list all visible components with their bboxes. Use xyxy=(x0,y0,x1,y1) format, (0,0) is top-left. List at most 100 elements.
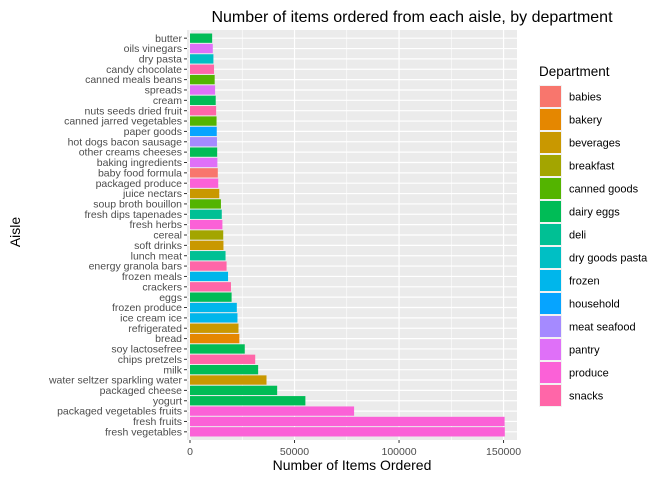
legend-label: meat seafood xyxy=(569,322,636,334)
bar-bread xyxy=(190,333,240,344)
bar-frozen-produce xyxy=(190,302,237,313)
legend-label: snacks xyxy=(569,391,604,403)
bar-soup-broth-bouillon xyxy=(190,199,221,209)
legend: Department babies bakery beverages breakfas… xyxy=(539,64,648,407)
bar-water-seltzer-sparkling-water xyxy=(190,375,267,385)
y-tick-label: nuts seeds dried fruit xyxy=(85,105,183,117)
y-tick-label: soup broth bouillon xyxy=(93,199,182,211)
y-tick-label: baking ingredients xyxy=(97,157,182,169)
y-tick-label: milk xyxy=(163,364,182,376)
legend-key-household xyxy=(540,293,561,314)
bar-candy-chocolate xyxy=(190,64,215,74)
legend-label: dry goods pasta xyxy=(569,253,648,265)
legend-key-meat-seafood xyxy=(540,316,561,337)
y-axis-title: Aisle xyxy=(7,217,23,248)
bar-crackers xyxy=(190,282,231,292)
legend-label: beverages xyxy=(569,138,621,150)
y-tick-label: canned jarred vegetables xyxy=(64,116,182,128)
bar-energy-granola-bars xyxy=(190,261,227,271)
y-tick-label: candy chocolate xyxy=(106,64,182,76)
y-tick-label: fresh dips tapenades xyxy=(85,209,182,221)
x-tick-label: 0 xyxy=(187,446,193,458)
bar-baby-food-formula xyxy=(190,168,218,178)
bar-canned-jarred-vegetables xyxy=(190,116,217,126)
y-tick-label: paper goods xyxy=(124,126,182,138)
legend-key-deli xyxy=(540,224,561,245)
bar-fresh-dips-tapenades xyxy=(190,209,222,219)
y-tick-label: oils vinegars xyxy=(124,43,182,55)
bar-packaged-cheese xyxy=(190,385,278,396)
legend-key-produce xyxy=(540,362,561,383)
legend-label: dairy eggs xyxy=(569,207,620,219)
y-tick-label: hot dogs bacon sausage xyxy=(68,136,183,148)
bar-fresh-herbs xyxy=(190,219,223,230)
y-tick-label: fresh fruits xyxy=(133,416,182,428)
y-tick-label: other creams cheeses xyxy=(79,147,182,159)
y-tick-label: canned meals beans xyxy=(85,74,182,86)
bar-paper-goods xyxy=(190,126,217,137)
legend-key-breakfast xyxy=(540,155,561,176)
bar-packaged-vegetables-fruits xyxy=(190,406,355,416)
legend-label: pantry xyxy=(569,345,600,357)
x-tick-label: 100000 xyxy=(382,446,417,458)
legend-label: deli xyxy=(569,230,586,242)
legend-key-pantry xyxy=(540,339,561,360)
bar-juice-nectars xyxy=(190,188,220,199)
y-tick-label: butter xyxy=(155,33,182,45)
y-tick-label: packaged produce xyxy=(96,178,183,190)
bar-baking-ingredients xyxy=(190,157,218,168)
legend-label: frozen xyxy=(569,276,600,288)
bar-frozen-meals xyxy=(190,271,229,282)
legend-key-canned-goods xyxy=(540,178,561,199)
y-tick-label: packaged vegetables fruits xyxy=(57,406,182,418)
bar-ice-cream-ice xyxy=(190,313,238,323)
y-tick-label: frozen meals xyxy=(122,271,182,283)
y-tick-label: lunch meat xyxy=(131,250,182,262)
legend-key-frozen xyxy=(540,270,561,291)
grid-lines xyxy=(187,30,517,440)
legend-key-dry-goods-pasta xyxy=(540,247,561,268)
bar-dry-pasta xyxy=(190,54,214,64)
legend-key-bakery xyxy=(540,109,561,130)
x-axis-ticks: 0 50000 100000 150000 xyxy=(187,440,521,458)
bars xyxy=(190,33,505,437)
bar-fresh-vegetables xyxy=(190,427,505,437)
legend-label: bakery xyxy=(569,115,603,127)
y-tick-label: dry pasta xyxy=(139,53,182,65)
y-tick-label: soy lactosefree xyxy=(111,344,182,356)
bar-other-creams-cheeses xyxy=(190,147,218,157)
bar-hot-dogs-bacon-sausage xyxy=(190,137,217,147)
bar-eggs xyxy=(190,292,232,302)
bar-cream xyxy=(190,95,216,105)
legend-label: produce xyxy=(569,368,609,380)
chart-title: Number of items ordered from each aisle,… xyxy=(211,9,613,26)
bar-fresh-fruits xyxy=(190,416,505,427)
y-tick-label: cereal xyxy=(153,230,182,242)
legend-label: household xyxy=(569,299,620,311)
y-tick-label: yogurt xyxy=(153,395,182,407)
y-tick-label: water seltzer sparkling water xyxy=(48,375,183,387)
bar-butter xyxy=(190,33,213,43)
legend-key-babies xyxy=(540,86,561,107)
y-tick-label: packaged cheese xyxy=(100,385,182,397)
y-tick-label: fresh herbs xyxy=(129,219,182,231)
y-tick-label: ice cream ice xyxy=(120,312,182,324)
bar-packaged-produce xyxy=(190,178,219,188)
y-tick-label: eggs xyxy=(159,292,182,304)
legend-title: Department xyxy=(539,64,610,79)
y-tick-label: bread xyxy=(155,333,182,345)
bar-refrigerated xyxy=(190,323,239,333)
y-tick-label: juice nectars xyxy=(122,188,182,200)
x-tick-label: 150000 xyxy=(486,446,521,458)
legend-key-beverages xyxy=(540,132,561,153)
y-tick-label: refrigerated xyxy=(128,323,182,335)
legend-label: breakfast xyxy=(569,161,614,173)
bar-canned-meals-beans xyxy=(190,74,215,85)
bar-nuts-seeds-dried-fruit xyxy=(190,106,217,116)
bar-spreads xyxy=(190,85,216,95)
legend-key-snacks xyxy=(540,385,561,406)
y-tick-label: fresh vegetables xyxy=(105,426,182,438)
x-tick-label: 50000 xyxy=(280,446,309,458)
